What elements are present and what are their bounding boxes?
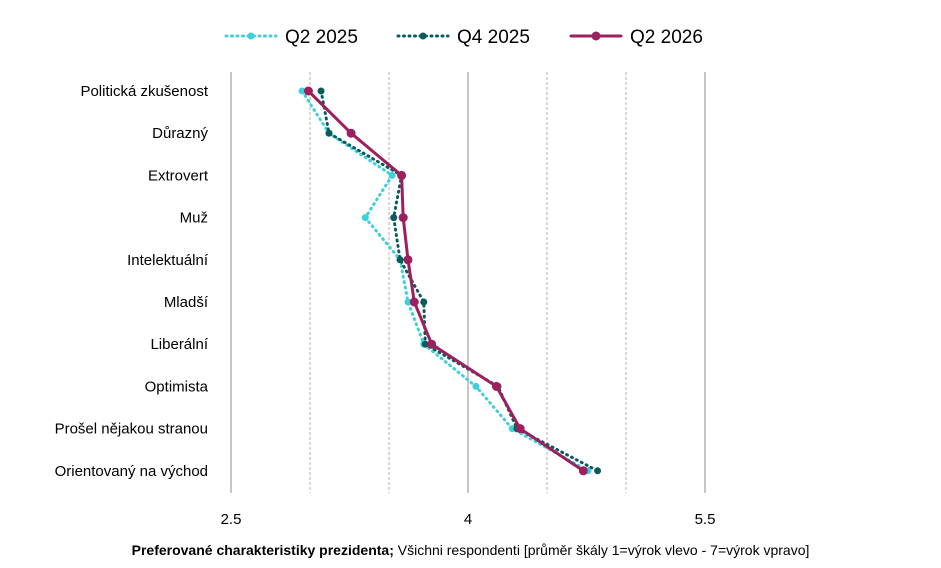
series-layer	[298, 86, 602, 476]
legend-marker	[247, 32, 255, 40]
series-q2-2026	[303, 86, 588, 476]
data-point-q2-2026	[398, 213, 408, 223]
category-label-muz: Muž	[180, 210, 208, 227]
data-point-q4-2025	[317, 87, 325, 95]
series-q4-2025	[317, 87, 602, 475]
series-line-q2-2025	[300, 89, 590, 473]
chart-caption: Preferované charakteristiky prezidenta; …	[0, 542, 941, 558]
legend-item-q4-2025: Q4 2025	[396, 27, 530, 48]
data-point-q2-2026	[491, 381, 501, 391]
legend: Q2 2025 Q4 2025 Q2 2026	[224, 27, 703, 48]
data-point-q4-2025	[594, 467, 602, 475]
legend-item-q2-2025: Q2 2025	[224, 27, 358, 48]
grid	[230, 72, 706, 493]
legend-item-q2-2026: Q2 2026	[569, 27, 703, 48]
category-label-liberalni: Liberální	[150, 336, 208, 353]
data-point-q2-2025	[361, 214, 369, 222]
data-point-q2-2026	[346, 128, 356, 138]
legend-marker	[591, 31, 601, 41]
data-point-q2-2026	[578, 466, 588, 476]
category-labels: Politická zkušenost Důrazný Extrovert Muž In…	[55, 83, 209, 480]
category-label-extrovert: Extrovert	[148, 167, 209, 184]
data-point-q4-2025	[390, 214, 398, 222]
category-label-politicka-zkusenost: Politická zkušenost	[80, 83, 208, 100]
data-point-q2-2025	[472, 382, 480, 390]
series-line-q4-2025	[319, 89, 600, 473]
category-label-mladsi: Mladší	[164, 294, 209, 311]
x-tick-label: 5.5	[695, 511, 716, 528]
data-point-q4-2025	[420, 298, 428, 306]
data-point-q2-2026	[409, 297, 419, 307]
category-label-prosel-nejakou-stranou: Prošel nějakou stranou	[55, 421, 208, 438]
data-point-q2-2025	[298, 87, 306, 95]
category-label-durazny: Důrazný	[152, 125, 208, 142]
x-tick-label: 2.5	[221, 511, 242, 528]
data-point-q2-2026	[515, 424, 525, 434]
legend-label: Q2 2026	[630, 27, 703, 48]
data-point-q4-2025	[396, 256, 404, 264]
series-line-q2-2026	[306, 89, 585, 473]
caption-rest: Všichni respondenti [průměr škály 1=výro…	[393, 542, 810, 558]
x-axis-tick-labels: 2.5 4 5.5	[221, 511, 716, 528]
chart: Politická zkušenost Důrazný Extrovert Muž In…	[55, 27, 716, 528]
data-point-q4-2025	[421, 340, 429, 348]
data-point-q2-2026	[403, 255, 413, 265]
data-point-q2-2026	[427, 339, 437, 349]
x-tick-label: 4	[464, 511, 472, 528]
data-point-q2-2026	[397, 170, 407, 180]
category-label-orientovany-na-vychod: Orientovaný na východ	[55, 463, 208, 480]
series-q2-2025	[298, 87, 592, 475]
caption-bold: Preferované charakteristiky prezidenta;	[131, 542, 394, 558]
data-point-q2-2026	[303, 86, 313, 96]
category-label-optimista: Optimista	[145, 378, 209, 395]
legend-label: Q2 2025	[285, 27, 358, 48]
category-label-intelektualni: Intelektuální	[127, 252, 209, 269]
data-point-q4-2025	[325, 129, 333, 137]
legend-marker	[419, 32, 427, 40]
data-point-q2-2025	[388, 171, 396, 179]
legend-label: Q4 2025	[457, 27, 530, 48]
data-point-q2-2025	[404, 298, 412, 306]
